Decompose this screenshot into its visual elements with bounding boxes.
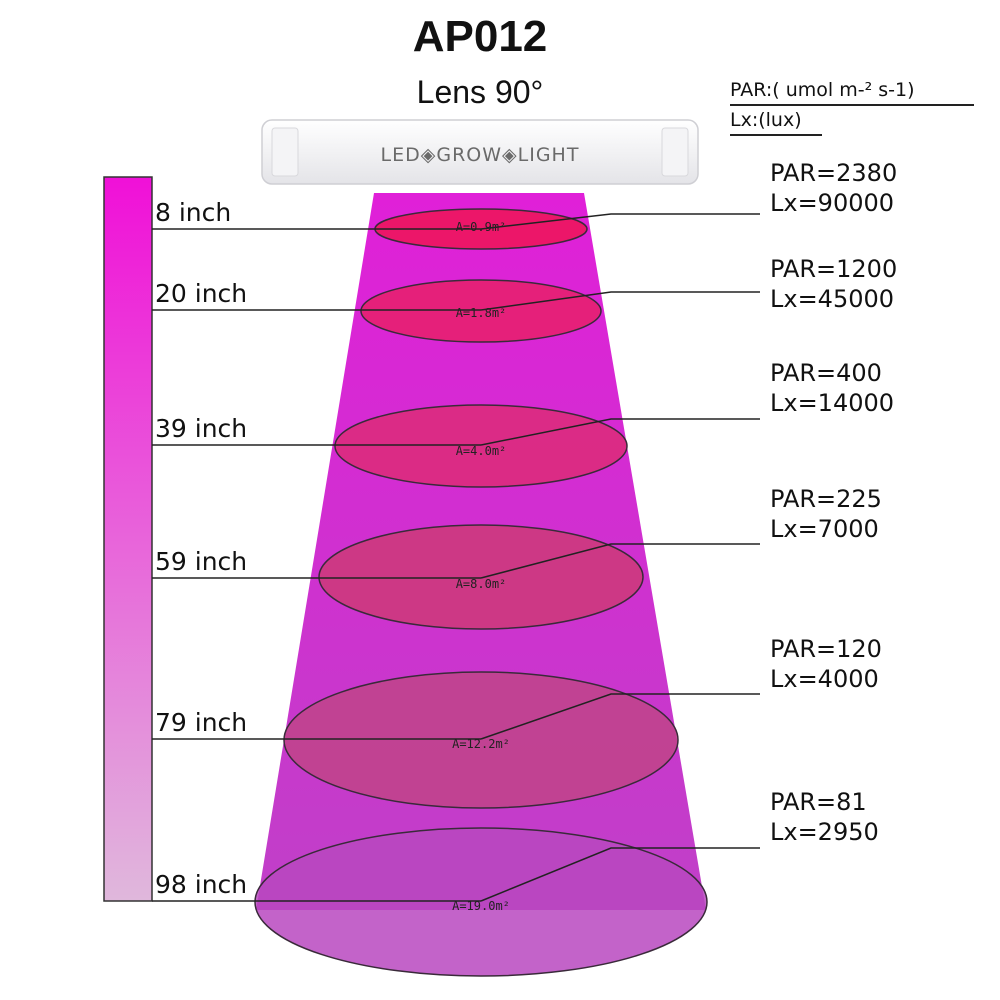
reading-leader-line <box>480 543 760 579</box>
area-label: A=12.2m² <box>452 737 510 751</box>
lux-reading: Lx=14000 <box>770 389 894 417</box>
lux-reading: Lx=90000 <box>770 189 894 217</box>
reading-leader-line <box>480 418 760 446</box>
lens-subtitle: Lens 90° <box>416 74 544 110</box>
lux-reading: Lx=4000 <box>770 665 879 693</box>
coverage-ellipse <box>360 279 602 343</box>
area-label: A=19.0m² <box>452 899 510 913</box>
lux-reading: Lx=7000 <box>770 515 879 543</box>
coverage-ellipse <box>334 404 628 488</box>
distance-label: 20 inch <box>155 279 247 308</box>
par-reading: PAR=225 <box>770 485 882 513</box>
par-reading: PAR=81 <box>770 788 867 816</box>
reading-leader-line <box>480 213 760 230</box>
coverage-ellipse <box>283 671 679 809</box>
lux-reading: Lx=2950 <box>770 818 879 846</box>
par-reading: PAR=120 <box>770 635 882 663</box>
distance-label: 8 inch <box>155 198 231 227</box>
par-unit-label: PAR:( umol m-² s-1) <box>730 76 974 106</box>
units-legend: PAR:( umol m-² s-1) Lx:(lux) <box>730 76 974 136</box>
reading-leader-line <box>480 693 760 740</box>
par-reading: PAR=400 <box>770 359 882 387</box>
page-title: AP012 <box>412 12 548 61</box>
distance-label: 59 inch <box>155 547 247 576</box>
area-label: A=0.9m² <box>456 220 507 234</box>
reading-leader-line <box>480 291 760 311</box>
area-label: A=4.0m² <box>456 444 507 458</box>
distance-label: 39 inch <box>155 414 247 443</box>
coverage-ellipse <box>318 524 644 630</box>
distance-label: 98 inch <box>155 870 247 899</box>
fixture-label: LED◈GROW◈LIGHT <box>381 144 580 166</box>
area-label: A=1.8m² <box>456 306 507 320</box>
grow-light-fixture: LED◈GROW◈LIGHT <box>261 119 699 185</box>
par-reading: PAR=2380 <box>770 159 897 187</box>
lux-reading: Lx=45000 <box>770 285 894 313</box>
coverage-ellipse <box>254 827 708 977</box>
par-reading: PAR=1200 <box>770 255 897 283</box>
area-label: A=8.0m² <box>456 577 507 591</box>
reading-leader-line <box>480 847 760 902</box>
distance-scale-bar <box>103 176 153 902</box>
distance-label: 79 inch <box>155 708 247 737</box>
lux-unit-label: Lx:(lux) <box>730 106 822 136</box>
